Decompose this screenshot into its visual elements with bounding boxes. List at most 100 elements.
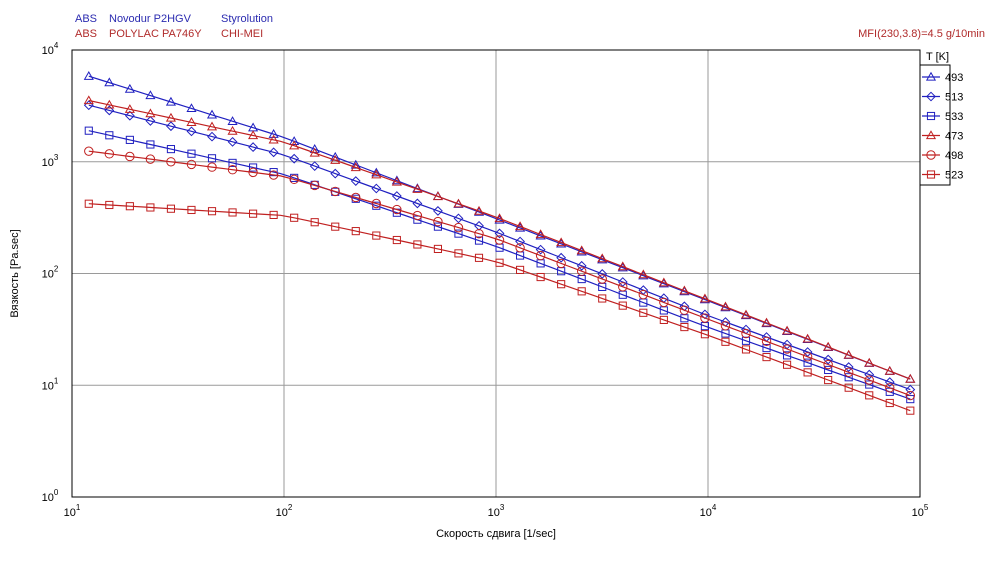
data-point bbox=[494, 213, 505, 223]
data-point bbox=[248, 167, 258, 178]
data-point bbox=[864, 375, 874, 385]
data-point bbox=[433, 244, 442, 253]
data-point bbox=[125, 151, 135, 162]
legend-item-513: 513 bbox=[922, 92, 963, 104]
data-point bbox=[105, 200, 114, 210]
series-line-473 bbox=[88, 99, 911, 380]
data-point bbox=[494, 228, 505, 239]
data-point bbox=[206, 121, 218, 131]
data-point bbox=[905, 373, 916, 383]
data-point bbox=[84, 199, 93, 208]
data-point bbox=[803, 358, 812, 367]
data-point bbox=[145, 116, 156, 126]
legend-item-533: 533 bbox=[922, 111, 963, 123]
data-point bbox=[864, 369, 875, 380]
data-point bbox=[310, 218, 319, 227]
data-point bbox=[741, 345, 751, 354]
data-point bbox=[638, 269, 649, 279]
data-point bbox=[823, 341, 834, 351]
data-point bbox=[783, 351, 792, 360]
data-point bbox=[885, 383, 895, 393]
data-point bbox=[207, 162, 217, 172]
data-point bbox=[617, 261, 628, 271]
data-point bbox=[761, 336, 772, 346]
data-point bbox=[371, 198, 382, 209]
data-point bbox=[330, 154, 341, 164]
data-point bbox=[885, 398, 894, 408]
data-point bbox=[207, 131, 217, 142]
data-point bbox=[289, 136, 300, 145]
data-point bbox=[741, 328, 751, 339]
data-point bbox=[679, 305, 690, 315]
data-point bbox=[207, 154, 217, 163]
series-498 bbox=[84, 146, 915, 401]
x-tick-label: 103 bbox=[488, 503, 505, 519]
data-point bbox=[392, 204, 402, 215]
data-point bbox=[515, 236, 525, 247]
x-tick-label: 104 bbox=[700, 503, 717, 519]
data-point bbox=[104, 99, 115, 109]
data-point bbox=[535, 250, 546, 261]
y-tick-label: 101 bbox=[42, 376, 59, 392]
data-point bbox=[598, 294, 607, 303]
data-point bbox=[823, 359, 833, 370]
data-point bbox=[105, 131, 114, 140]
data-point bbox=[741, 336, 751, 345]
data-point bbox=[104, 149, 115, 159]
series-523 bbox=[84, 199, 915, 415]
y-tick-label: 100 bbox=[42, 488, 59, 504]
data-point bbox=[700, 330, 709, 339]
data-point bbox=[371, 183, 382, 194]
data-point bbox=[412, 210, 423, 221]
data-point bbox=[454, 229, 463, 238]
data-point bbox=[905, 384, 916, 395]
data-point bbox=[249, 209, 258, 218]
data-point bbox=[783, 360, 792, 369]
series-line-533 bbox=[88, 130, 911, 400]
data-point bbox=[658, 277, 669, 287]
data-point bbox=[824, 365, 833, 375]
legend-item-493: 493 bbox=[922, 71, 963, 84]
data-point bbox=[166, 145, 176, 154]
data-point bbox=[248, 130, 259, 140]
data-point bbox=[905, 390, 915, 401]
data-point bbox=[556, 237, 567, 247]
data-point bbox=[495, 258, 504, 267]
data-point bbox=[843, 367, 854, 377]
series-line-513 bbox=[88, 104, 911, 391]
data-point bbox=[823, 354, 834, 365]
data-point bbox=[83, 70, 94, 80]
data-point bbox=[720, 321, 731, 331]
data-point bbox=[597, 274, 607, 284]
legend-marker bbox=[926, 170, 936, 179]
data-point bbox=[556, 252, 567, 263]
data-point bbox=[166, 121, 176, 132]
legend-title: T [K] bbox=[926, 51, 949, 63]
legend-marker bbox=[926, 150, 936, 160]
data-point bbox=[535, 244, 546, 255]
data-point bbox=[371, 167, 382, 177]
data-point bbox=[782, 344, 792, 354]
data-point bbox=[515, 221, 526, 231]
data-point bbox=[124, 110, 135, 121]
legend-label: 498 bbox=[945, 150, 963, 162]
header-1-material: ABS bbox=[75, 13, 98, 25]
legend-label: 513 bbox=[945, 92, 963, 104]
header-line-2: ABS POLYLAC PA746Y CHI-MEI bbox=[75, 28, 263, 40]
plot-frame bbox=[71, 49, 921, 498]
data-point bbox=[843, 349, 854, 359]
data-point bbox=[535, 229, 546, 239]
data-point bbox=[187, 149, 196, 158]
data-point bbox=[782, 325, 793, 335]
data-point bbox=[391, 175, 402, 185]
legend-marker bbox=[925, 71, 937, 81]
data-point bbox=[350, 176, 361, 186]
data-point bbox=[865, 380, 874, 389]
data-point bbox=[249, 163, 258, 172]
data-point bbox=[166, 204, 176, 213]
y-axis-ticks: 100 101 102 103 104 bbox=[42, 41, 59, 504]
data-point bbox=[597, 253, 608, 263]
data-point bbox=[289, 153, 300, 164]
data-point bbox=[865, 391, 874, 400]
